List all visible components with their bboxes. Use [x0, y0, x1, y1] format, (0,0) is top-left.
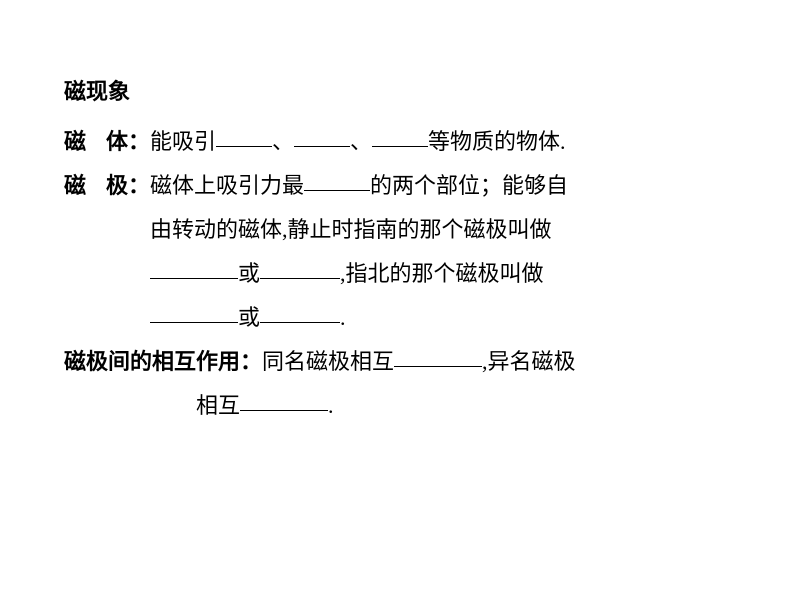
term-label: 磁极： — [64, 164, 150, 208]
line-body: 能吸引 、 、 等物质的物体. — [150, 120, 730, 164]
entry-line: 磁体：能吸引 、 、 等物质的物体. — [64, 120, 730, 164]
text-run: 由转动的磁体,静止时指南的那个磁极叫做 — [150, 217, 552, 242]
text-run: . — [340, 305, 346, 330]
text-run: 磁体上吸引力最 — [150, 173, 304, 198]
entry-line: 或. — [64, 296, 730, 340]
text-run: ,指北的那个磁极叫做 — [340, 261, 544, 286]
document-root: 磁现象 磁体：能吸引 、 、 等物质的物体. 磁极：磁体上吸引力最 的两个部位；能够自由转… — [64, 70, 730, 428]
fill-in-blank[interactable] — [260, 257, 340, 279]
line-body: 由转动的磁体,静止时指南的那个磁极叫做 — [150, 208, 730, 252]
fill-in-blank[interactable] — [216, 125, 272, 147]
text-run: 或 — [238, 261, 260, 286]
fill-in-blank[interactable] — [294, 125, 350, 147]
line-body: 或. — [150, 296, 730, 340]
entry-line: 或 ,指北的那个磁极叫做 — [64, 252, 730, 296]
entry-line: 相互. — [64, 384, 730, 428]
term-label: 磁极间的相互作用： — [64, 340, 262, 384]
section-title: 磁现象 — [64, 70, 730, 114]
line-body: 同名磁极相互 ,异名磁极 — [262, 340, 730, 384]
fill-in-blank[interactable] — [304, 169, 370, 191]
fill-in-blank[interactable] — [150, 301, 238, 323]
entry-line: 由转动的磁体,静止时指南的那个磁极叫做 — [64, 208, 730, 252]
text-run: 等物质的物体. — [428, 129, 566, 154]
fill-in-blank[interactable] — [240, 389, 328, 411]
text-run: 、 — [350, 129, 372, 154]
text-run: 能吸引 — [150, 129, 216, 154]
fill-in-blank[interactable] — [150, 257, 238, 279]
entry-line: 磁极间的相互作用：同名磁极相互 ,异名磁极 — [64, 340, 730, 384]
entry-line: 磁极：磁体上吸引力最 的两个部位；能够自 — [64, 164, 730, 208]
text-run: 或 — [238, 305, 260, 330]
text-run: 同名磁极相互 — [262, 349, 394, 374]
text-run: 相互 — [196, 393, 240, 418]
text-run: 的两个部位；能够自 — [370, 173, 568, 198]
text-run: 、 — [272, 129, 294, 154]
text-run: . — [328, 393, 334, 418]
entries-container: 磁体：能吸引 、 、 等物质的物体. 磁极：磁体上吸引力最 的两个部位；能够自由转动的磁体… — [64, 120, 730, 428]
line-body: 相互. — [196, 384, 730, 428]
text-run: ,异名磁极 — [482, 349, 576, 374]
fill-in-blank[interactable] — [372, 125, 428, 147]
line-body: 或 ,指北的那个磁极叫做 — [150, 252, 730, 296]
fill-in-blank[interactable] — [260, 301, 340, 323]
term-label: 磁体： — [64, 120, 150, 164]
fill-in-blank[interactable] — [394, 345, 482, 367]
line-body: 磁体上吸引力最 的两个部位；能够自 — [150, 164, 730, 208]
